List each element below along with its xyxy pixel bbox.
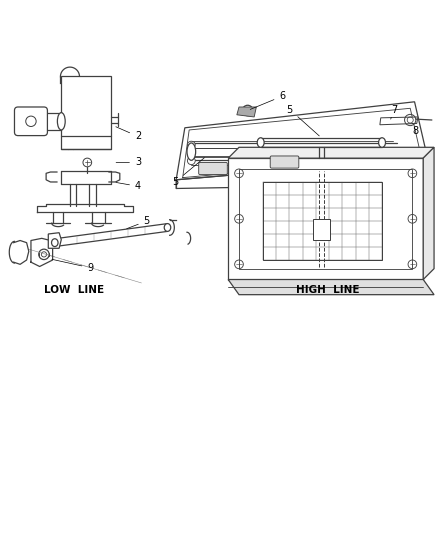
Ellipse shape — [187, 141, 195, 148]
Polygon shape — [48, 233, 61, 248]
Ellipse shape — [187, 143, 195, 160]
Text: 5: 5 — [127, 216, 149, 229]
Text: LOW  LINE: LOW LINE — [44, 285, 104, 295]
Polygon shape — [228, 158, 422, 279]
FancyBboxPatch shape — [198, 163, 227, 175]
Text: 8: 8 — [411, 124, 417, 136]
Ellipse shape — [187, 148, 195, 156]
Text: 7: 7 — [390, 104, 396, 119]
Text: 9: 9 — [52, 259, 93, 273]
Ellipse shape — [164, 223, 170, 231]
Ellipse shape — [16, 112, 24, 130]
Ellipse shape — [57, 112, 65, 130]
Polygon shape — [228, 279, 433, 295]
Text: 5: 5 — [172, 158, 204, 187]
Text: 4: 4 — [116, 181, 141, 191]
Polygon shape — [422, 147, 433, 279]
Polygon shape — [379, 117, 417, 125]
Text: 6: 6 — [250, 91, 285, 109]
Bar — [312, 219, 329, 240]
Text: 5: 5 — [286, 104, 318, 136]
Polygon shape — [236, 107, 256, 117]
Text: HIGH  LINE: HIGH LINE — [296, 285, 359, 295]
Bar — [262, 182, 381, 260]
Ellipse shape — [257, 138, 264, 147]
Circle shape — [244, 108, 250, 113]
Bar — [238, 169, 411, 269]
Ellipse shape — [51, 239, 58, 247]
Text: 2: 2 — [116, 127, 141, 141]
Ellipse shape — [378, 138, 385, 147]
Ellipse shape — [187, 157, 195, 165]
FancyBboxPatch shape — [270, 156, 298, 168]
Polygon shape — [228, 147, 433, 158]
Text: 3: 3 — [116, 157, 141, 167]
FancyBboxPatch shape — [14, 107, 47, 135]
Polygon shape — [20, 112, 61, 130]
Polygon shape — [61, 76, 111, 149]
Polygon shape — [176, 102, 427, 180]
